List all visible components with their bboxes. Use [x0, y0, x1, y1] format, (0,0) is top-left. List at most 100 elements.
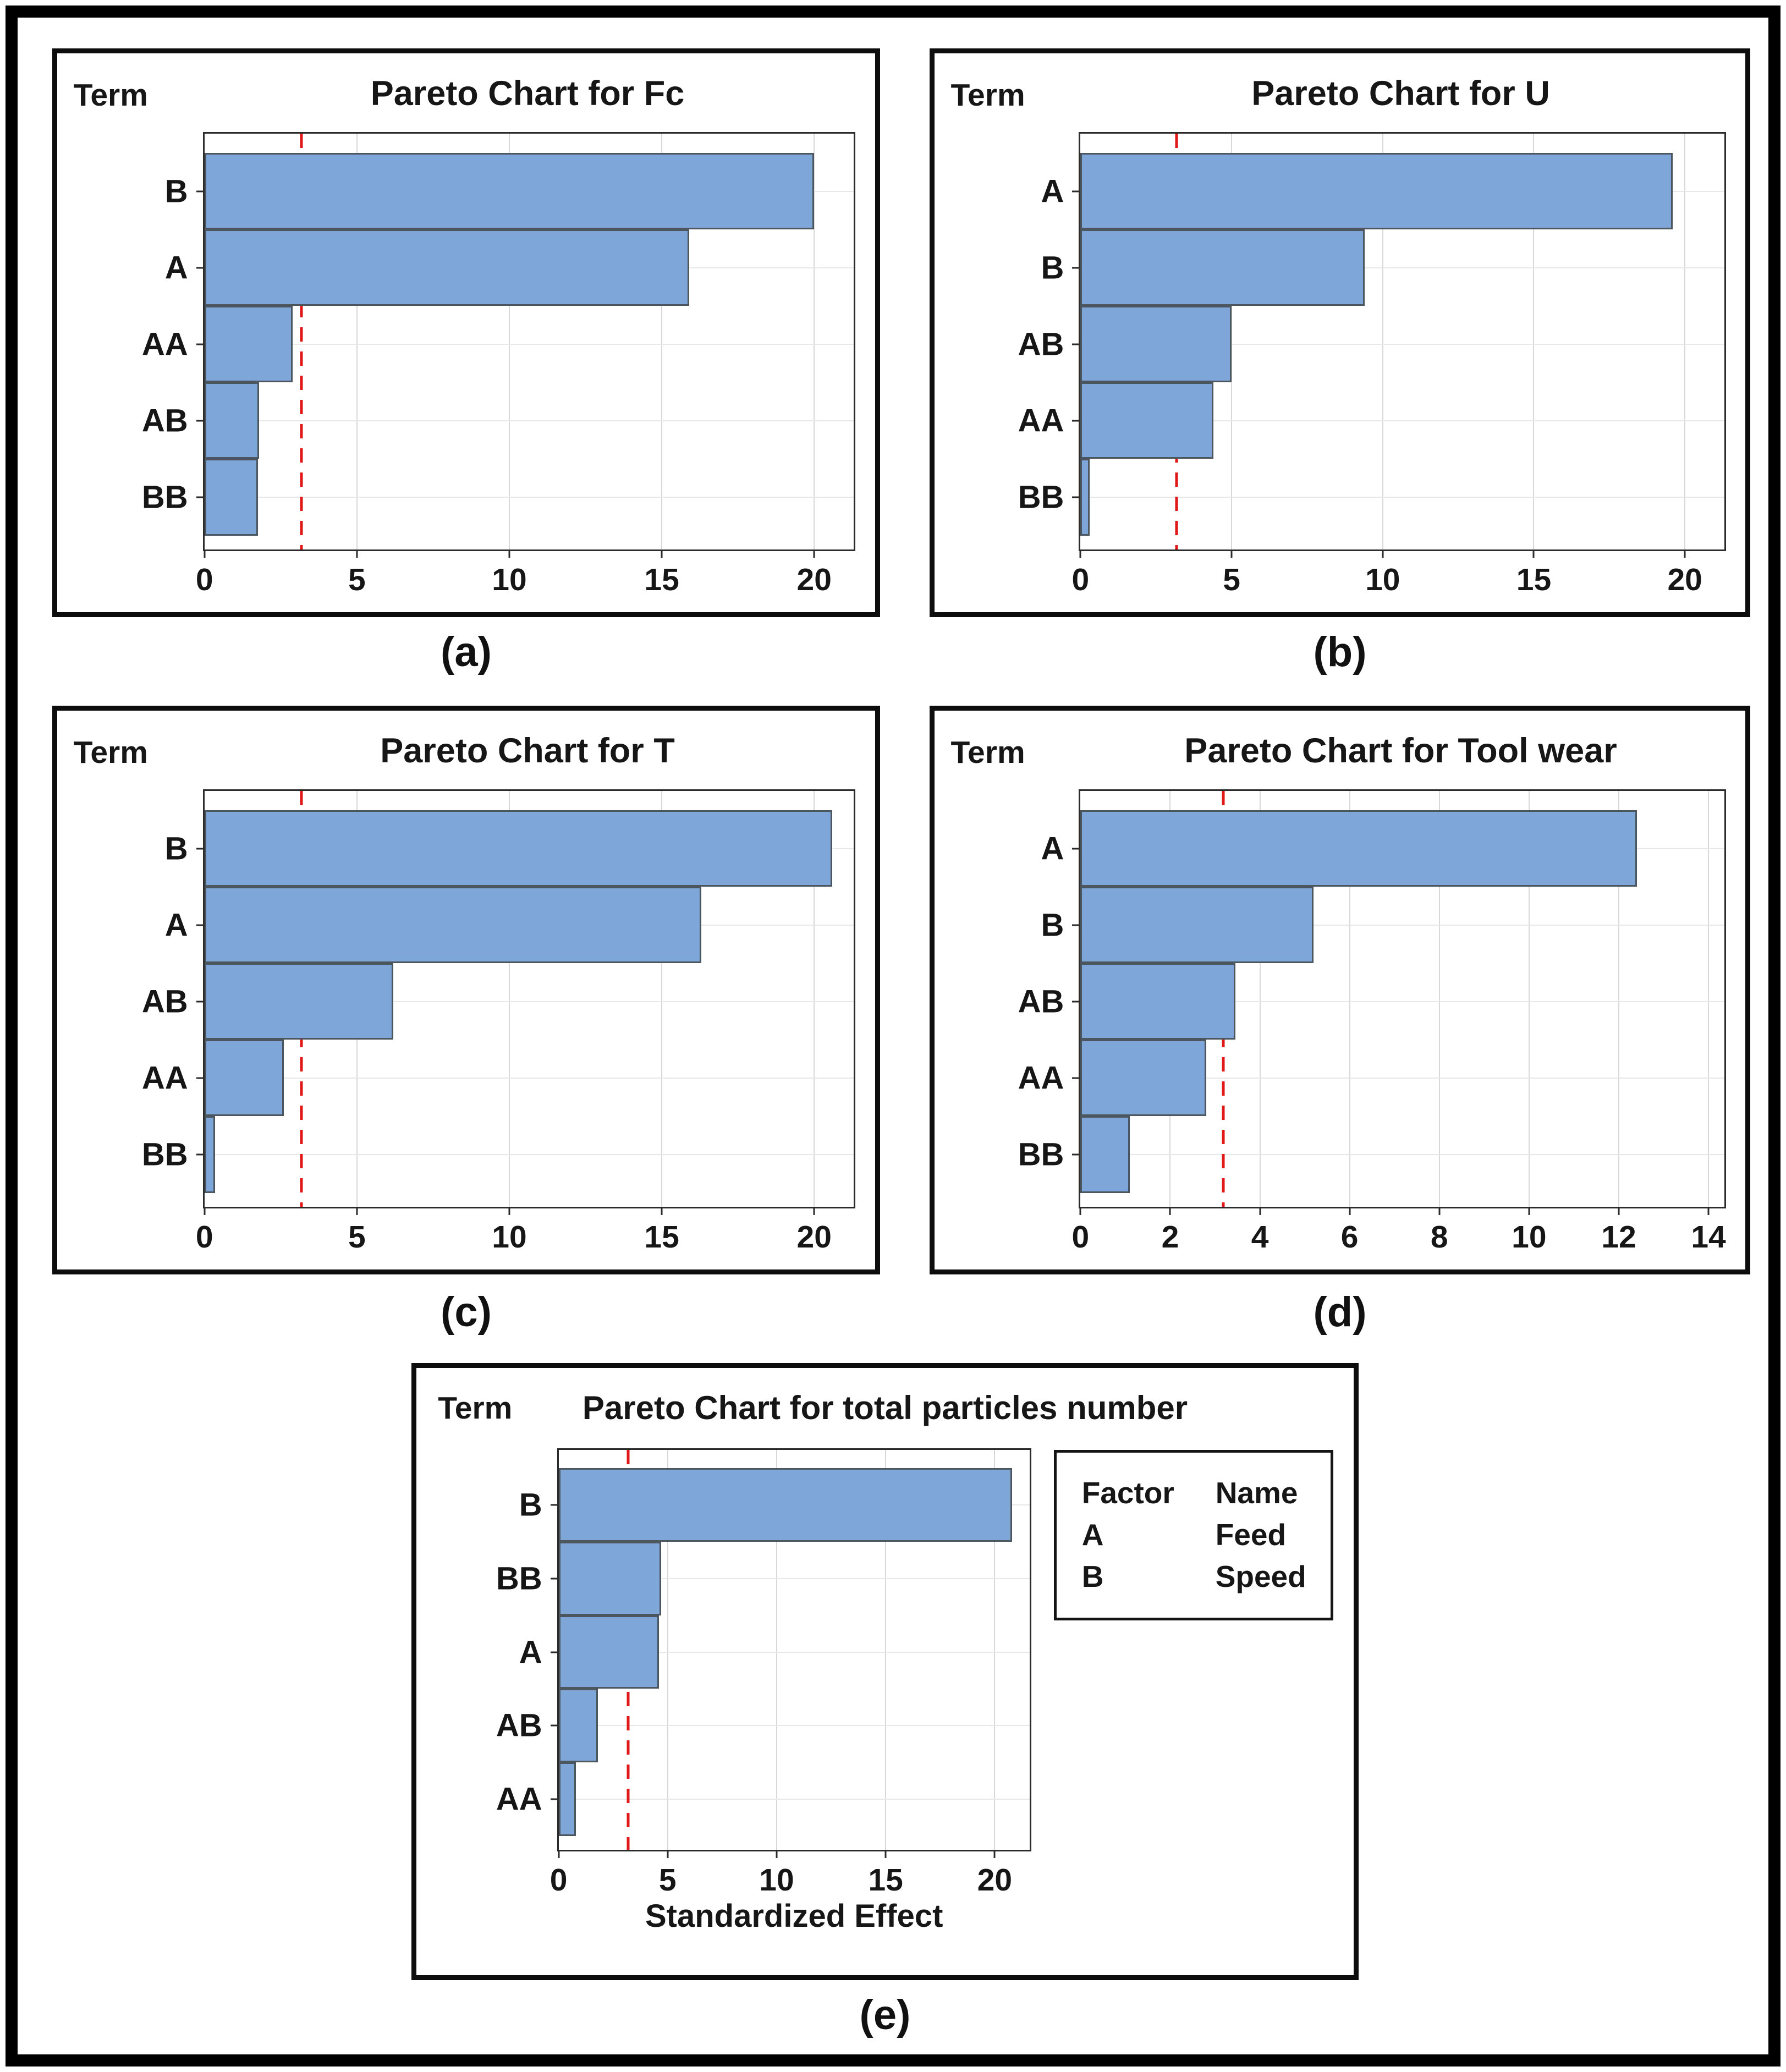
bar-AA: [204, 306, 293, 383]
bar-AB: [1080, 306, 1232, 383]
y-gridline: [204, 343, 854, 345]
x-tick-label: 5: [658, 1862, 677, 1898]
y-gridline: [1080, 1153, 1724, 1155]
y-gridline: [1080, 1077, 1724, 1079]
plot-area: 0 5 10 15 20 B A AB AA BB: [142, 789, 856, 1255]
bar-AA: [1080, 1040, 1206, 1117]
y-tick-mark: [196, 420, 205, 422]
y-tick-mark: [1072, 1001, 1081, 1003]
x-tick-mark: [1438, 1207, 1441, 1216]
x-gridline: [1618, 791, 1619, 1207]
bar-AB: [204, 382, 260, 459]
bar-BB: [204, 1116, 216, 1193]
bar-B: [1080, 229, 1365, 306]
plot-area: 0 2 4 6 8 10 12 14 A B AB AA BB: [1018, 789, 1726, 1255]
bar-AA: [558, 1762, 576, 1837]
pareto-chart-panel-b: Term Pareto Chart for U 0 5 10 15 20 A B AB AA BB: [930, 48, 1750, 617]
x-gridline: [885, 1449, 887, 1850]
y-tick-mark: [1072, 420, 1081, 422]
x-tick-mark: [1349, 1207, 1351, 1216]
y-gridline: [1080, 267, 1724, 268]
y-tick-mark: [1072, 496, 1081, 498]
y-gridline: [204, 1153, 854, 1155]
x-gridline: [661, 791, 663, 1207]
x-tick-label: 2: [1161, 1219, 1179, 1255]
y-tick-mark: [1072, 267, 1081, 269]
y-gridline: [204, 1077, 854, 1079]
x-tick-label: 20: [977, 1862, 1013, 1898]
legend-factor: B: [1081, 1559, 1104, 1593]
y-tick-mark: [196, 1153, 205, 1156]
y-tick-mark: [1072, 848, 1081, 850]
y-gridline: [1080, 343, 1724, 345]
x-tick-label: 15: [868, 1862, 903, 1898]
x-gridline: [661, 134, 663, 550]
y-axis-title: Term: [950, 734, 1025, 770]
x-tick-label: 6: [1340, 1219, 1359, 1255]
y-gridline: [1080, 496, 1724, 498]
x-tick-mark: [813, 549, 815, 558]
x-tick-mark: [776, 1849, 778, 1858]
y-tick-mark: [196, 343, 205, 345]
pareto-chart-panel-a: Term Pareto Chart for Fc 0 5 10 15 20 B A AA AB B…: [52, 48, 880, 617]
x-tick-mark: [1259, 1207, 1261, 1216]
x-tick-label: 20: [796, 1219, 832, 1255]
category-label: B: [164, 831, 188, 867]
legend-name: Speed: [1215, 1559, 1306, 1593]
x-tick-mark: [558, 1849, 560, 1858]
y-tick-mark: [1072, 924, 1081, 926]
x-tick-mark: [1618, 1207, 1620, 1216]
x-tick-mark: [204, 1207, 206, 1216]
x-tick-mark: [661, 1207, 663, 1216]
x-gridline: [814, 791, 815, 1207]
x-tick-label: 5: [348, 562, 366, 598]
bar-BB: [204, 459, 258, 536]
y-tick-mark: [550, 1724, 559, 1727]
bar-B: [204, 810, 833, 887]
x-gridline: [1708, 791, 1710, 1207]
y-axis-title: Term: [73, 734, 148, 770]
category-label: AB: [1018, 983, 1064, 1020]
x-tick-mark: [356, 549, 358, 558]
y-axis-title: Term: [950, 77, 1025, 113]
category-label: AA: [496, 1781, 542, 1817]
y-axis-title: Term: [438, 1390, 513, 1426]
x-tick-label: 0: [1071, 1219, 1090, 1255]
pareto-chart-panel-e: Term Pareto Chart for total particles nu…: [411, 1363, 1359, 1980]
bar-AB: [558, 1689, 598, 1763]
subfigure-label-d: (d): [1313, 1289, 1367, 1335]
x-tick-mark: [993, 1849, 996, 1858]
legend-header-name: Name: [1215, 1476, 1298, 1510]
category-label: A: [164, 250, 188, 286]
y-tick-mark: [196, 267, 205, 269]
y-tick-mark: [1072, 343, 1081, 345]
x-tick-label: 8: [1430, 1219, 1448, 1255]
bar-A: [204, 887, 702, 964]
y-tick-mark: [550, 1504, 559, 1506]
x-tick-mark: [1382, 549, 1384, 558]
category-label: AA: [141, 326, 188, 362]
x-tick-mark: [508, 1207, 510, 1216]
category-label: BB: [141, 479, 188, 515]
x-tick-label: 15: [1516, 562, 1552, 598]
x-tick-label: 15: [644, 1219, 679, 1255]
x-tick-label: 0: [195, 1219, 213, 1255]
category-label: BB: [1018, 479, 1064, 515]
y-tick-mark: [1072, 1153, 1081, 1156]
x-gridline: [1231, 134, 1233, 550]
bar-A: [1080, 810, 1637, 887]
plot-area: 0 5 10 15 20 A B AB AA BB: [1018, 132, 1726, 597]
bar-AA: [204, 1040, 284, 1117]
category-label: B: [1041, 250, 1064, 286]
x-tick-label: 4: [1251, 1219, 1269, 1255]
x-tick-label: 12: [1601, 1219, 1636, 1255]
y-tick-mark: [196, 496, 205, 498]
bar-B: [1080, 887, 1314, 964]
bar-A: [1080, 153, 1673, 230]
y-tick-mark: [196, 1001, 205, 1003]
y-tick-mark: [196, 190, 205, 193]
x-tick-label: 0: [549, 1862, 568, 1898]
x-tick-label: 10: [759, 1862, 794, 1898]
x-gridline: [508, 134, 510, 550]
x-gridline: [814, 134, 815, 550]
